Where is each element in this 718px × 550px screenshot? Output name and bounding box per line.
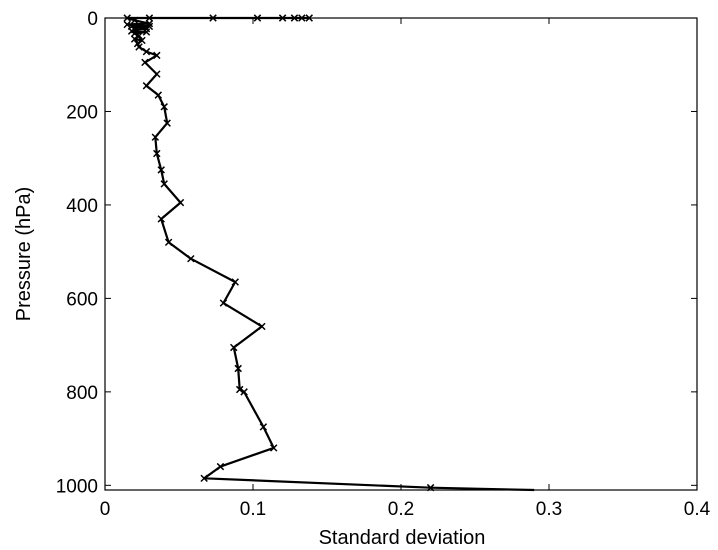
data-point-marker	[240, 388, 248, 396]
data-point-marker	[130, 35, 139, 43]
data-point-marker	[145, 19, 154, 28]
x-tick-label: 0.3	[536, 499, 562, 520]
data-point-marker	[269, 444, 278, 452]
data-point-marker	[160, 180, 168, 188]
data-point-marker	[200, 474, 208, 483]
y-axis-title: Pressure (hPa)	[13, 187, 35, 322]
data-point-marker	[231, 278, 239, 286]
x-axis-title: Standard deviation	[319, 527, 486, 549]
data-point-marker	[153, 149, 161, 158]
data-point-marker	[135, 43, 143, 51]
data-point-marker	[157, 166, 165, 174]
plot-frame	[104, 17, 698, 491]
data-point-marker	[163, 119, 171, 127]
data-point-marker	[216, 462, 225, 471]
data-point-marker	[153, 51, 161, 60]
data-point-marker	[135, 32, 143, 40]
data-point-marker	[154, 91, 163, 99]
series-line	[126, 16, 535, 492]
y-tick-label: 1000	[56, 476, 98, 497]
y-tick-label: 200	[66, 102, 98, 123]
data-point-marker	[141, 58, 149, 67]
y-tick-label: 400	[66, 196, 98, 217]
data-point-marker	[142, 28, 151, 36]
data-point-marker	[235, 385, 244, 394]
data-point-marker	[157, 215, 165, 223]
y-tick-label: 0	[87, 9, 98, 30]
data-point-marker	[142, 82, 151, 90]
data-point-marker	[230, 343, 238, 352]
x-tick-label: 0.1	[240, 499, 266, 520]
data-point-marker	[160, 103, 168, 111]
x-tick-label: 0.4	[684, 499, 711, 520]
data-point-marker	[138, 36, 146, 45]
data-point-marker	[151, 133, 160, 141]
data-point-marker	[259, 423, 268, 431]
data-point-marker	[130, 29, 139, 38]
data-point-marker	[234, 364, 242, 373]
data-point-marker	[164, 238, 173, 247]
data-point-marker	[142, 47, 151, 56]
data-point-marker	[153, 70, 161, 78]
data-point-marker	[176, 198, 185, 207]
x-tick-label: 0.2	[388, 499, 414, 520]
data-point-marker	[123, 20, 131, 29]
y-tick-label: 800	[66, 383, 98, 404]
x-tick-label: 0	[100, 499, 111, 520]
data-point-marker	[258, 322, 266, 331]
data-point-marker	[187, 254, 195, 263]
data-point-marker	[219, 299, 228, 307]
y-tick-label: 600	[66, 289, 98, 310]
